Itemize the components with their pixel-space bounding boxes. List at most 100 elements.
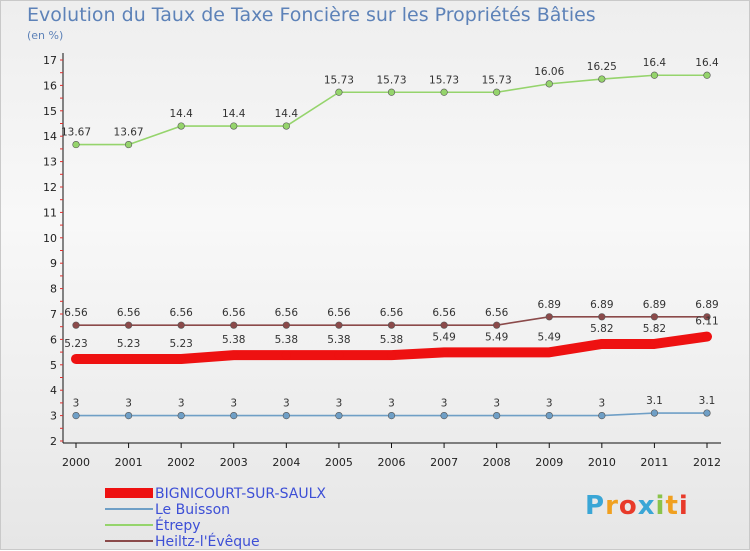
data-point: [702, 332, 712, 342]
data-label: 3.1: [699, 395, 716, 407]
x-tick-label: 2009: [535, 456, 563, 469]
data-label: 6.56: [380, 307, 404, 319]
data-label: 16.25: [587, 61, 617, 73]
data-point: [597, 339, 607, 349]
data-point: [230, 122, 238, 130]
x-tick-label: 2010: [588, 456, 616, 469]
data-point: [650, 409, 659, 417]
data-point: [544, 347, 554, 357]
data-point: [387, 412, 396, 420]
data-label: 5.49: [538, 331, 561, 343]
data-point: [598, 412, 606, 420]
data-point: [124, 354, 134, 364]
data-label: 6.56: [222, 307, 246, 319]
data-point: [493, 88, 501, 96]
data-label: 3: [493, 398, 500, 410]
y-tick-label: 5: [50, 359, 57, 372]
logo-letter: x: [637, 491, 656, 521]
x-tick-label: 2003: [220, 456, 248, 469]
x-tick-label: 2001: [115, 456, 143, 469]
legend-label: Le Buisson: [155, 502, 230, 518]
y-tick-label: 12: [43, 181, 57, 194]
unit-label: (en %): [27, 29, 64, 42]
data-point: [387, 88, 396, 96]
data-point: [493, 321, 501, 329]
data-label: 3: [598, 398, 605, 410]
data-point: [72, 140, 80, 149]
data-point: [176, 354, 186, 364]
data-label: 14.4: [169, 108, 193, 120]
data-point: [334, 350, 344, 360]
y-tick-label: 9: [50, 257, 57, 270]
data-point: [230, 321, 238, 329]
data-point: [335, 88, 343, 96]
y-tick-label: 2: [50, 435, 57, 448]
y-tick-label: 16: [43, 79, 57, 92]
series-layer: [71, 71, 712, 420]
data-point: [703, 71, 711, 79]
data-point: [440, 88, 448, 96]
data-point: [230, 412, 238, 420]
data-point: [177, 122, 185, 130]
data-label: 6.56: [327, 307, 351, 319]
data-label: 6.11: [695, 316, 718, 328]
x-tick-label: 2005: [325, 456, 353, 469]
chart-title: Evolution du Taux de Taxe Foncière sur l…: [27, 4, 596, 26]
proxiti-logo: Proxiti: [585, 491, 689, 521]
logo-letter: r: [605, 491, 619, 521]
data-label: 5.38: [327, 334, 350, 346]
logo-letter: o: [618, 491, 638, 521]
x-tick-label: 2002: [167, 456, 195, 469]
data-point: [493, 412, 501, 420]
x-tick-label: 2007: [430, 456, 458, 469]
data-label: 3: [283, 398, 290, 410]
data-label: 6.56: [64, 307, 88, 319]
y-tick-label: 3: [50, 410, 57, 423]
x-tick-label: 2004: [272, 456, 300, 469]
legend-label: Heiltz-l'Évêque: [155, 533, 260, 550]
data-label: 16.06: [534, 66, 564, 78]
y-tick-label: 10: [43, 232, 57, 245]
data-label: 14.4: [275, 108, 299, 120]
data-label: 6.56: [275, 307, 299, 319]
data-point: [545, 313, 553, 321]
data-label: 3: [336, 398, 343, 410]
data-label: 3.1: [646, 395, 663, 407]
data-point: [282, 321, 290, 329]
data-point: [71, 354, 81, 364]
data-point: [229, 350, 239, 360]
data-point: [124, 140, 133, 149]
x-tick-label: 2011: [640, 456, 668, 469]
data-label: 6.89: [643, 299, 666, 311]
data-label: 16.4: [643, 57, 667, 69]
data-point: [598, 313, 606, 321]
data-label: 15.73: [376, 74, 406, 86]
data-point: [440, 412, 448, 420]
axes: 2 3 4 5 6 7 8 9 10 11 12 13 14 15 16 17 2000 2001 2002 2003…: [43, 53, 721, 469]
data-label: 6.56: [432, 307, 456, 319]
x-tick-label: 2000: [62, 456, 90, 469]
data-label: 5.82: [590, 323, 613, 335]
data-point: [72, 321, 80, 329]
data-point: [281, 350, 291, 360]
data-point: [439, 347, 449, 357]
data-point: [545, 412, 553, 420]
data-label: 3: [125, 398, 132, 410]
data-point: [124, 321, 133, 329]
y-tick-label: 14: [43, 130, 57, 143]
data-label: 5.82: [643, 323, 666, 335]
data-label: 5.49: [485, 331, 508, 343]
data-point: [177, 412, 185, 420]
data-label: 13.67: [61, 127, 91, 139]
data-label: 3: [441, 398, 448, 410]
data-point: [649, 339, 659, 349]
data-label: 6.56: [117, 307, 141, 319]
y-tick-label: 17: [43, 54, 57, 67]
data-label: 16.4: [695, 57, 719, 69]
data-labels: 5.23 5.23 5.23 5.38 5.38 5.38 5.38 5.49 5.49 5.49…: [61, 57, 719, 409]
data-point: [335, 321, 343, 329]
data-point: [492, 347, 502, 357]
data-label: 3: [230, 398, 237, 410]
